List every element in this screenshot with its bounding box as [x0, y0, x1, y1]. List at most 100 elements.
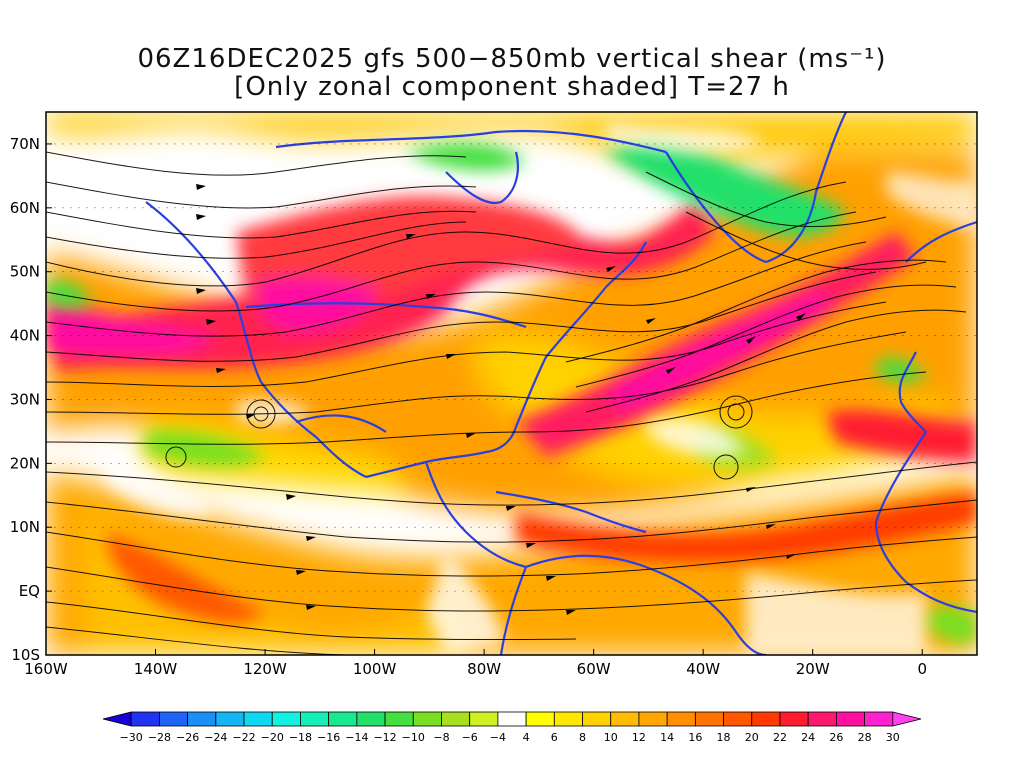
lon-tick-label: 120W — [243, 660, 287, 678]
colorbar-swatch — [159, 711, 189, 727]
gulf-coast — [365, 426, 518, 479]
latitude-axis: 10S EQ 10N 20N 30N 40N 50N 60N 70N — [10, 135, 977, 664]
lon-tick-label: 0 — [917, 660, 927, 678]
colorbar-level-label: −26 — [176, 731, 199, 744]
lat-tick-label: 70N — [10, 135, 40, 153]
colorbar-level-label: 8 — [579, 731, 586, 744]
colorbar-level-label: 24 — [801, 731, 815, 744]
colorbar-level-label: 4 — [523, 731, 530, 744]
map-title-line2: [Only zonal component shaded] T=27 h — [234, 72, 790, 102]
lon-tick-label: 40W — [686, 660, 720, 678]
caribbean-islands — [495, 490, 647, 534]
colorbar-swatch — [187, 711, 217, 727]
iberia-coast — [898, 351, 927, 433]
south-america-north — [525, 554, 767, 655]
lon-tick-label: 100W — [353, 660, 397, 678]
colorbar-swatch — [638, 711, 668, 727]
lat-tick-label: 50N — [10, 263, 40, 281]
colorbar: −30 −28 −26 −24 −22 −20 −18 −16 −14 −12 −10 −8 −6 −4 4… — [102, 711, 922, 744]
central-america — [424, 461, 527, 569]
colorbar-swatch — [356, 711, 386, 727]
colorbar-level-label: 6 — [551, 731, 558, 744]
colorbar-level-label: 18 — [717, 731, 731, 744]
lon-tick-label: 20W — [796, 660, 830, 678]
colorbar-swatch — [779, 711, 809, 727]
colorbar-level-label: −10 — [402, 731, 425, 744]
colorbar-swatch — [412, 711, 442, 727]
colorbar-swatch — [497, 711, 527, 727]
colorbar-level-label: −16 — [317, 731, 340, 744]
colorbar-level-label: −18 — [289, 731, 312, 744]
colorbar-swatch — [694, 711, 724, 727]
colorbar-swatch — [384, 711, 414, 727]
colorbar-swatch — [130, 711, 160, 727]
colorbar-level-label: −14 — [345, 731, 368, 744]
south-america-west — [499, 566, 528, 655]
colorbar-level-label: 12 — [632, 731, 646, 744]
lat-tick-label: 40N — [10, 327, 40, 345]
longitude-axis: 160W 140W 120W 100W 80W 60W 40W 20W 0 — [24, 649, 927, 678]
colorbar-level-label: 22 — [773, 731, 787, 744]
lat-tick-label: 10N — [10, 518, 40, 536]
colorbar-swatch — [582, 711, 612, 727]
greenland — [665, 112, 847, 264]
north-america-west-coast — [145, 201, 367, 478]
colorbar-swatch — [525, 711, 555, 727]
us-border — [245, 302, 527, 329]
colorbar-level-label: −24 — [204, 731, 227, 744]
colorbar-level-label: −22 — [232, 731, 255, 744]
colorbar-swatch — [243, 711, 273, 727]
colorbar-swatch — [723, 711, 753, 727]
colorbar-level-label: 14 — [660, 731, 674, 744]
colorbar-swatch — [300, 711, 330, 727]
colorbar-level-label: −20 — [261, 731, 284, 744]
lat-tick-label: 60N — [10, 199, 40, 217]
shear-field-canvas — [46, 112, 977, 655]
canada-arctic — [275, 129, 667, 154]
colorbar-level-label: −12 — [373, 731, 396, 744]
map-border — [45, 111, 978, 656]
hudson-bay — [445, 151, 519, 205]
colorbar-level-label: −6 — [462, 731, 478, 744]
colorbar-swatch — [441, 711, 471, 727]
north-america-east-coast — [514, 241, 647, 428]
us-mexico-border — [295, 414, 387, 433]
colorbar-level-label: 28 — [858, 731, 872, 744]
colorbar-level-label: 20 — [745, 731, 759, 744]
shear-map[interactable] — [46, 112, 977, 655]
lat-tick-label: 20N — [10, 454, 40, 472]
europe-north — [905, 220, 977, 263]
colorbar-swatch — [807, 711, 837, 727]
colorbar-swatch — [469, 711, 499, 727]
colorbar-level-label: −28 — [148, 731, 171, 744]
colorbar-swatch — [892, 711, 922, 727]
lon-tick-label: 60W — [577, 660, 611, 678]
colorbar-level-label: 16 — [688, 731, 702, 744]
colorbar-swatch — [835, 711, 865, 727]
shading-strong-layer — [46, 196, 977, 623]
colorbar-level-label: 30 — [886, 731, 900, 744]
colorbar-swatch — [864, 711, 894, 727]
colorbar-swatch — [553, 711, 583, 727]
lat-tick-label: 30N — [10, 390, 40, 408]
lat-tick-label: EQ — [19, 582, 40, 600]
colorbar-level-label: −30 — [120, 731, 143, 744]
colorbar-swatch — [328, 711, 358, 727]
streamline-arrows — [196, 184, 806, 615]
colorbar-swatch — [610, 711, 640, 727]
white-gaps-layer — [106, 122, 977, 655]
lon-tick-label: 140W — [134, 660, 178, 678]
colorbar-level-label: −4 — [490, 731, 506, 744]
colorbar-swatch — [102, 711, 132, 727]
lon-tick-label: 80W — [467, 660, 501, 678]
colorbar-swatch — [666, 711, 696, 727]
colorbar-level-label: −8 — [433, 731, 449, 744]
colorbar-swatch — [751, 711, 781, 727]
streamlines — [46, 151, 977, 655]
map-title-line1: 06Z16DEC2025 gfs 500−850mb vertical shea… — [137, 44, 887, 74]
lon-tick-label: 160W — [24, 660, 68, 678]
colorbar-level-label: 10 — [604, 731, 618, 744]
colorbar-swatch — [271, 711, 301, 727]
colorbar-swatch — [215, 711, 245, 727]
